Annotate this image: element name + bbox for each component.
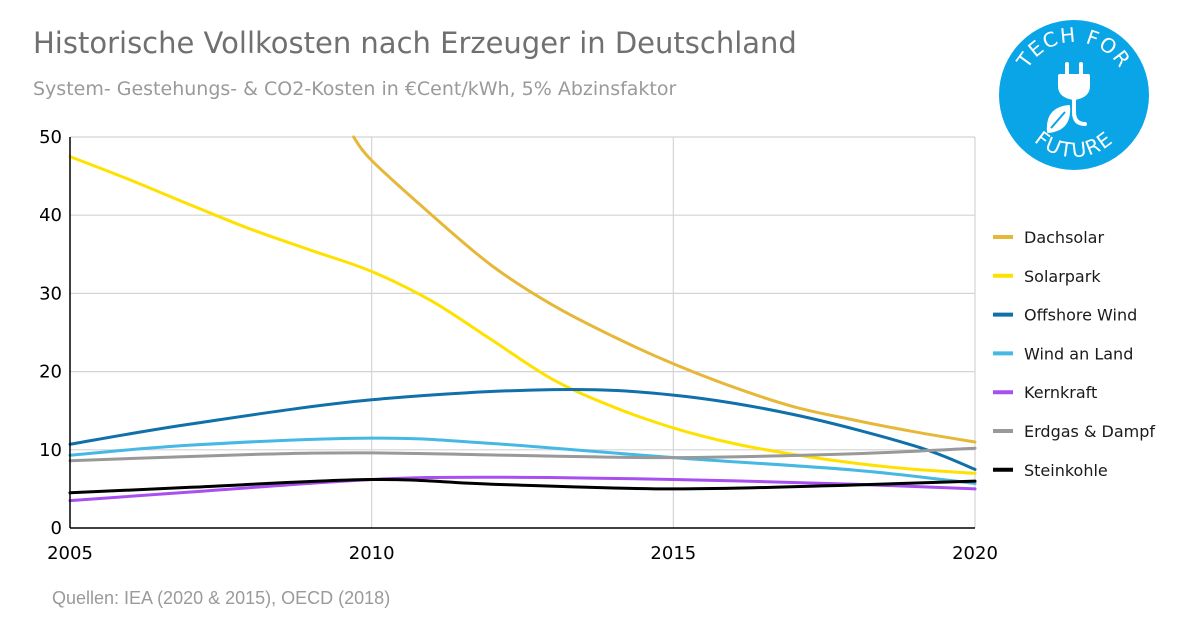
chart-grid xyxy=(70,136,976,528)
x-tick-label: 2015 xyxy=(650,543,696,564)
x-tick-label: 2020 xyxy=(952,543,998,564)
legend-label-offshore-wind: Offshore Wind xyxy=(1024,306,1137,325)
x-tick-label: 2005 xyxy=(47,543,93,564)
legend-label-wind-an-land: Wind an Land xyxy=(1024,344,1133,363)
chart-title: Historische Vollkosten nach Erzeuger in … xyxy=(33,26,797,60)
y-tick-label: 40 xyxy=(39,205,62,226)
chart-ticks: 0 10 20 30 40 50 2005 2010 2015 2020 xyxy=(39,127,998,564)
series-line-steinkohle xyxy=(68,477,977,495)
series-line-offshore-wind xyxy=(68,387,977,471)
legend-label-solarpark: Solarpark xyxy=(1024,267,1101,286)
chart-subtitle: System- Gestehungs- & CO2-Kosten in €Cen… xyxy=(33,78,677,100)
legend-label-dachsolar: Dachsolar xyxy=(1024,228,1104,247)
chart-series xyxy=(68,135,977,503)
x-tick-label: 2010 xyxy=(349,543,395,564)
y-tick-label: 50 xyxy=(39,127,62,148)
legend-label-steinkohle: Steinkohle xyxy=(1024,461,1108,480)
y-tick-label: 30 xyxy=(39,283,62,304)
legend-label-kernkraft: Kernkraft xyxy=(1024,383,1097,402)
chart-axes xyxy=(69,137,975,529)
legend-label-erdgas-dampf: Erdgas & Dampf xyxy=(1024,422,1155,441)
series-line-erdgas-dampf xyxy=(68,446,977,463)
tech-for-future-logo: TECH FOR FUTURE xyxy=(999,20,1149,170)
y-tick-label: 20 xyxy=(39,362,62,383)
y-tick-label: 10 xyxy=(39,440,62,461)
y-tick-label: 0 xyxy=(51,518,62,539)
series-line-solarpark xyxy=(68,155,977,475)
chart-legend: Dachsolar Solarpark Offshore Wind Wind an L… xyxy=(993,228,1155,480)
series-line-wind-an-land xyxy=(68,436,977,485)
series-line-dachsolar xyxy=(352,135,977,444)
source-note: Quellen: IEA (2020 & 2015), OECD (2018) xyxy=(52,588,391,608)
series-line-kernkraft xyxy=(68,475,977,503)
